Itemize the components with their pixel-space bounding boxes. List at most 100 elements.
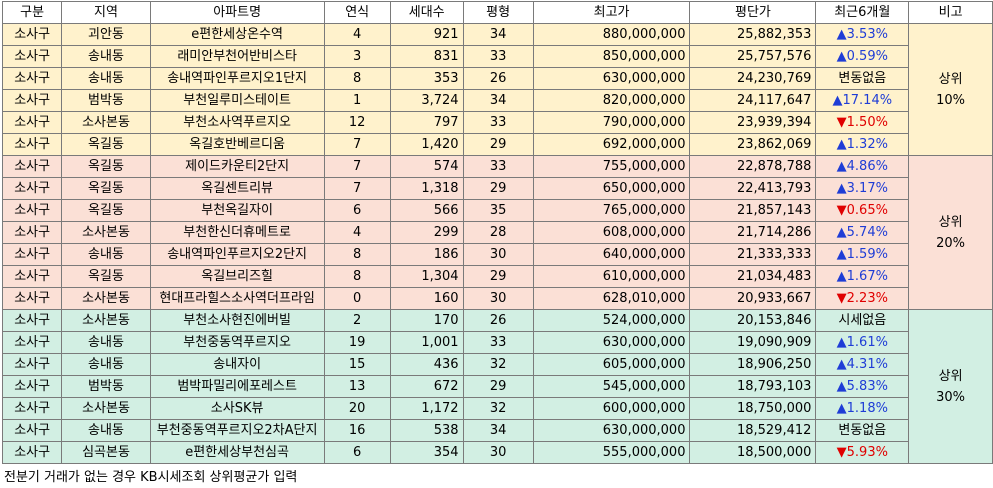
cell-gubun: 소사구 [1,397,63,420]
cell-year: 7 [323,133,391,156]
cell-region: 소사본동 [61,309,151,332]
cell-apt-name: 부천일루미스테이트 [149,89,325,112]
group-label-line1: 상위 [938,214,963,230]
apartment-price-table: 구분 지역 아파트명 연식 세대수 평형 최고가 평단가 최근6개월 비고 소사… [1,1,993,464]
cell-gubun: 소사구 [1,441,63,464]
cell-recent-6mo: ▲1.61% [815,331,910,354]
cell-year: 15 [323,353,391,376]
cell-recent-6mo: ▼5.93% [815,441,910,464]
cell-year: 13 [323,375,391,398]
cell-apt-name: 범박파밀리에포레스트 [149,375,325,398]
header-region: 지역 [61,1,151,24]
cell-recent-6mo: ▲1.18% [815,397,910,420]
group-label: 상위 30% [908,309,993,464]
cell-units: 1,172 [389,397,464,420]
cell-units: 1,318 [389,177,464,200]
cell-apt-name: 제이드카운티2단지 [149,155,325,178]
cell-pyeong: 33 [462,45,534,68]
cell-price-per-pyeong: 24,117,647 [689,89,817,112]
cell-apt-name: 부천중동역푸르지오 [149,331,325,354]
cell-max-price: 850,000,000 [532,45,691,68]
cell-recent-6mo: ▲4.86% [815,155,910,178]
header-units: 세대수 [389,1,464,24]
group-label-line1: 상위 [938,71,963,87]
cell-pyeong: 34 [462,23,534,46]
cell-pyeong: 29 [462,375,534,398]
header-note: 비고 [908,1,993,24]
cell-year: 6 [323,441,391,464]
cell-pyeong: 26 [462,309,534,332]
cell-recent-6mo: ▲4.31% [815,353,910,376]
cell-max-price: 630,000,000 [532,419,691,442]
cell-apt-name: 송내역파인푸르지오2단지 [149,243,325,266]
cell-max-price: 628,010,000 [532,287,691,310]
group-label: 상위 10% [908,23,993,156]
cell-year: 8 [323,265,391,288]
cell-units: 1,304 [389,265,464,288]
cell-recent-6mo: ▲1.67% [815,265,910,288]
cell-gubun: 소사구 [1,89,63,112]
cell-region: 송내동 [61,243,151,266]
cell-gubun: 소사구 [1,45,63,68]
cell-year: 8 [323,243,391,266]
cell-max-price: 555,000,000 [532,441,691,464]
cell-units: 831 [389,45,464,68]
cell-price-per-pyeong: 23,862,069 [689,133,817,156]
table-row: 소사구 송내동 래미안부천어반비스타 3 831 33 850,000,000 25,757,… [1,45,993,68]
cell-max-price: 524,000,000 [532,309,691,332]
cell-apt-name: 옥길브리즈힐 [149,265,325,288]
cell-region: 소사본동 [61,111,151,134]
cell-max-price: 630,000,000 [532,331,691,354]
cell-year: 7 [323,155,391,178]
table-row: 소사구 송내동 송내역파인푸르지오2단지 8 186 30 640,000,000 21,33… [1,243,993,266]
cell-price-per-pyeong: 18,500,000 [689,441,817,464]
cell-apt-name: 현대프라힐스소사역더프라임 [149,287,325,310]
header-pyeong: 평형 [462,1,534,24]
cell-price-per-pyeong: 18,529,412 [689,419,817,442]
cell-pyeong: 34 [462,419,534,442]
cell-recent-6mo: ▲5.74% [815,221,910,244]
cell-units: 186 [389,243,464,266]
table-row: 소사구 소사본동 현대프라힐스소사역더프라임 0 160 30 628,010,000 20,… [1,287,993,310]
group-label-line1: 상위 [938,368,963,384]
cell-max-price: 545,000,000 [532,375,691,398]
cell-units: 299 [389,221,464,244]
header-max-price: 최고가 [532,1,691,24]
table-row: 소사구 송내동 송내자이 15 436 32 605,000,000 18,906,250 ▲4… [1,353,993,376]
cell-price-per-pyeong: 20,933,667 [689,287,817,310]
cell-year: 3 [323,45,391,68]
cell-max-price: 790,000,000 [532,111,691,134]
cell-region: 송내동 [61,419,151,442]
cell-recent-6mo: ▼2.23% [815,287,910,310]
cell-units: 436 [389,353,464,376]
cell-recent-6mo: ▲0.59% [815,45,910,68]
cell-apt-name: 옥길센트리뷰 [149,177,325,200]
table-row: 소사구 옥길동 옥길센트리뷰 7 1,318 29 650,000,000 22,413,79… [1,177,993,200]
cell-units: 353 [389,67,464,90]
cell-region: 괴안동 [61,23,151,46]
cell-units: 921 [389,23,464,46]
group-label-line2: 30% [936,389,966,405]
cell-apt-name: e편한세상온수역 [149,23,325,46]
cell-pyeong: 28 [462,221,534,244]
cell-region: 소사본동 [61,397,151,420]
table-row: 소사구 옥길동 제이드카운티2단지 7 574 33 755,000,000 22,878,7… [1,155,993,310]
cell-apt-name: 부천중동역푸르지오2차A단지 [149,419,325,442]
cell-units: 672 [389,375,464,398]
cell-recent-6mo: 시세없음 [815,309,910,332]
header-apt-name: 아파트명 [149,1,325,24]
cell-gubun: 소사구 [1,133,63,156]
cell-max-price: 640,000,000 [532,243,691,266]
cell-max-price: 610,000,000 [532,265,691,288]
cell-gubun: 소사구 [1,375,63,398]
cell-gubun: 소사구 [1,23,63,46]
cell-gubun: 소사구 [1,287,63,310]
cell-price-per-pyeong: 22,878,788 [689,155,817,178]
cell-gubun: 소사구 [1,243,63,266]
footnote: 전분기 거래가 없는 경우 KB시세조회 상위평균가 입력 [4,470,298,485]
cell-recent-6mo: ▲3.17% [815,177,910,200]
cell-price-per-pyeong: 20,153,846 [689,309,817,332]
cell-gubun: 소사구 [1,199,63,222]
header-year: 연식 [323,1,391,24]
cell-units: 1,001 [389,331,464,354]
